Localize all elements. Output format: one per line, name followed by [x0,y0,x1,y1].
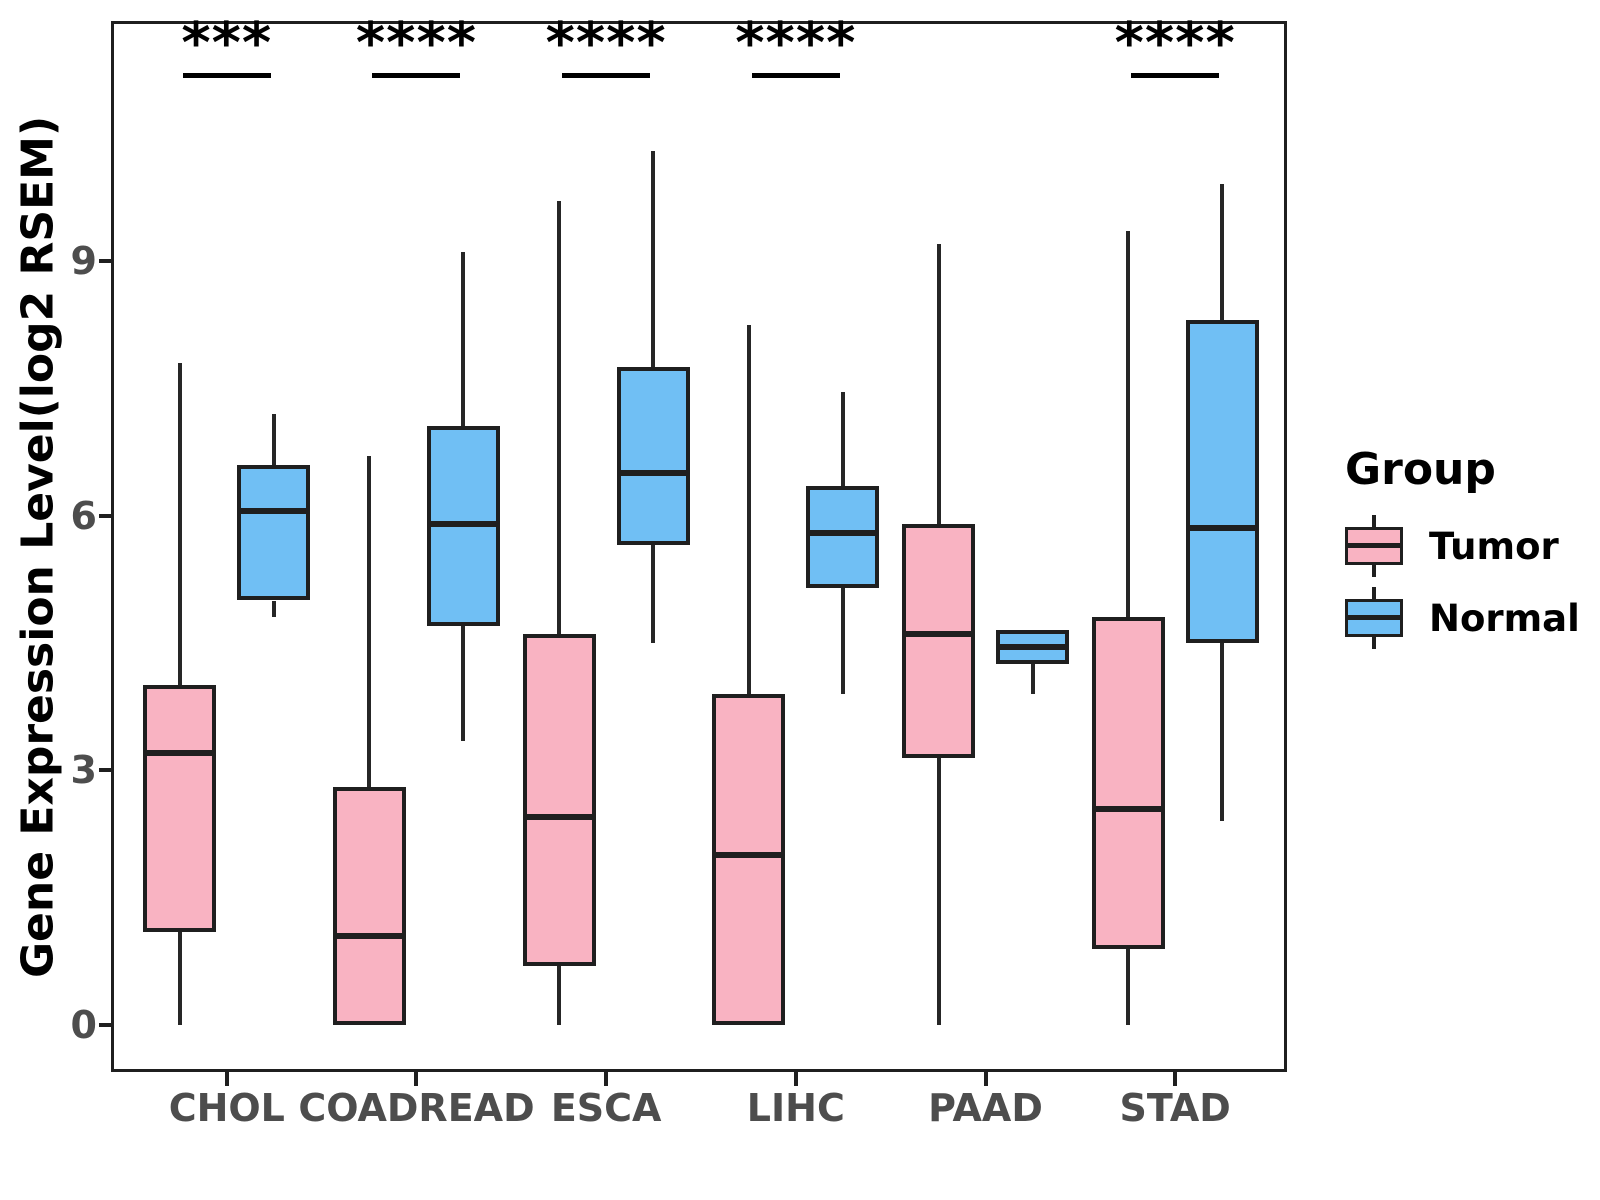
significance-stars-STAD: **** [1114,11,1236,76]
box-Normal-ESCA [616,367,690,546]
x-label-LIHC: LIHC [746,1086,845,1130]
median-Normal-CHOL [237,508,311,515]
boxplot-key-icon [1345,587,1403,649]
x-label-PAAD: PAAD [928,1086,1043,1130]
y-tick-label-9: 9 [70,238,97,283]
whisker-upper-Normal-CHOL [271,413,276,465]
x-label-ESCA: ESCA [550,1086,662,1130]
median-Tumor-ESCA [522,813,596,820]
x-axis-tick-LIHC [793,1072,798,1086]
whisker-lower-Normal-PAAD [1030,664,1035,694]
x-axis-tick-CHOL [224,1072,229,1086]
box-Tumor-COADREAD [332,787,406,1025]
box-Tumor-ESCA [522,634,596,966]
median-Normal-PAAD [996,644,1070,651]
y-tick-label-6: 6 [70,493,97,538]
whisker-upper-Tumor-ESCA [557,201,562,635]
whisker-upper-Normal-COADREAD [461,252,466,427]
x-axis-tick-STAD [1173,1072,1178,1086]
whisker-lower-Normal-COADREAD [461,625,466,741]
x-axis-tick-COADREAD [414,1072,419,1086]
significance-stars-ESCA: **** [545,11,667,76]
median-Normal-COADREAD [426,521,500,528]
median-Normal-STAD [1185,525,1259,532]
key-median [1345,543,1403,548]
box-Normal-CHOL [237,464,311,601]
whisker-lower-Tumor-ESCA [557,965,562,1025]
y-tick-label-3: 3 [70,748,97,793]
legend-item-tumor: Tumor [1345,515,1580,577]
median-Normal-ESCA [616,470,690,477]
median-Tumor-CHOL [143,750,217,757]
whisker-upper-Tumor-LIHC [746,324,751,694]
whisker-lower-Normal-STAD [1220,642,1225,822]
significance-bar-CHOL [182,73,271,78]
whisker-lower-Normal-LIHC [840,587,845,694]
median-Tumor-PAAD [902,631,976,638]
legend-label-normal: Normal [1429,596,1580,640]
x-label-COADREAD: COADREAD [298,1086,535,1130]
whisker-lower-Normal-ESCA [651,545,656,643]
significance-bar-ESCA [562,73,651,78]
legend-title: Group [1345,444,1496,495]
y-axis-tick-9 [99,258,113,263]
median-Normal-LIHC [806,529,880,536]
significance-bar-COADREAD [372,73,461,78]
significance-stars-CHOL: *** [181,11,273,76]
whisker-upper-Normal-LIHC [840,392,845,486]
key-median [1345,615,1403,620]
x-label-CHOL: CHOL [168,1086,285,1130]
whisker-lower-Normal-CHOL [271,600,276,618]
whisker-lower-Tumor-STAD [1126,948,1131,1025]
median-Tumor-LIHC [712,852,786,859]
x-axis-tick-ESCA [604,1072,609,1086]
whisker-upper-Tumor-CHOL [177,362,182,686]
x-label-STAD: STAD [1119,1086,1231,1130]
y-axis-tick-0 [99,1023,113,1027]
box-Tumor-LIHC [712,693,786,1025]
box-Tumor-STAD [1091,617,1165,949]
whisker-lower-Tumor-PAAD [936,757,941,1025]
whisker-upper-Tumor-STAD [1126,231,1131,618]
box-Tumor-PAAD [902,524,976,758]
whisker-upper-Tumor-COADREAD [367,456,372,788]
significance-bar-LIHC [751,73,840,78]
box-Normal-STAD [1185,320,1259,643]
y-axis-tick-3 [99,768,113,773]
y-axis-tick-6 [99,513,113,518]
median-Tumor-COADREAD [332,932,406,939]
whisker-upper-Normal-ESCA [651,150,656,367]
box-Tumor-CHOL [143,685,217,932]
boxplot-key-icon [1345,515,1403,577]
whisker-upper-Normal-STAD [1220,184,1225,321]
y-tick-label-0: 0 [70,1003,97,1047]
whisker-upper-Tumor-PAAD [936,243,941,525]
legend-label-tumor: Tumor [1429,524,1559,568]
legend: Group Tumor Normal [1345,444,1580,659]
significance-bar-STAD [1131,73,1220,78]
median-Tumor-STAD [1091,805,1165,812]
box-Normal-LIHC [806,485,880,588]
x-axis-tick-PAAD [983,1072,988,1086]
legend-item-normal: Normal [1345,587,1580,649]
whisker-lower-Tumor-CHOL [177,931,182,1025]
significance-stars-LIHC: **** [735,11,857,76]
significance-stars-COADREAD: **** [355,11,478,76]
